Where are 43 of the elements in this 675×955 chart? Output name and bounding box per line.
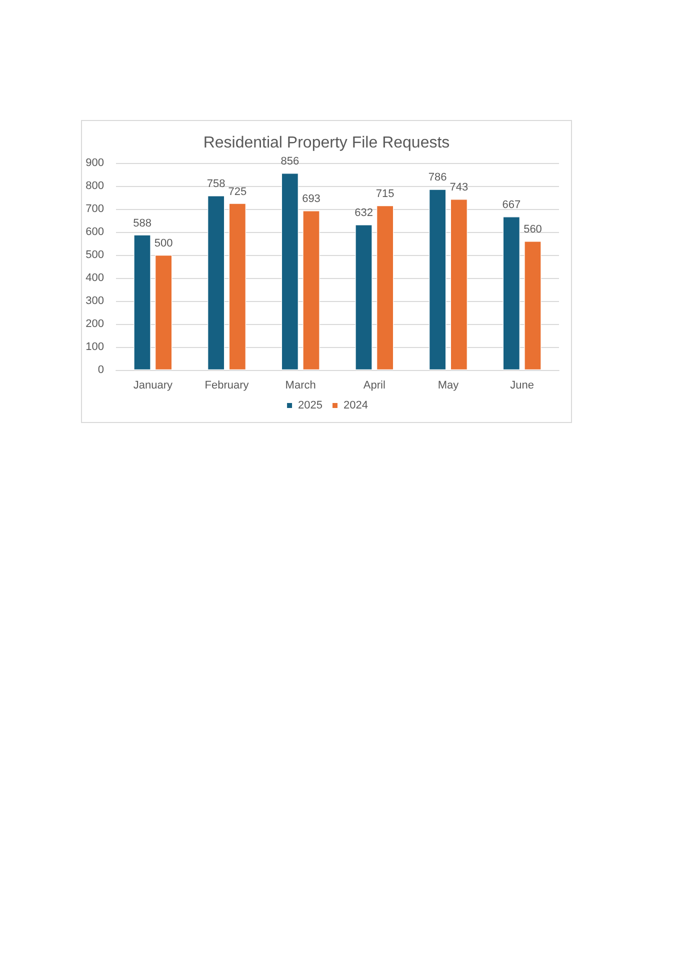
bar [281,173,298,370]
chart-title: Residential Property File Requests [203,134,450,152]
data-label: 715 [376,188,394,200]
x-tick-label: February [204,380,250,392]
bar [429,189,446,370]
data-label: 743 [450,182,468,194]
data-label: 856 [280,156,300,168]
y-tick-label: 0 [98,364,104,376]
bar [376,206,394,370]
y-tick-label: 100 [86,341,104,353]
bar [208,196,225,370]
bar [355,224,372,370]
data-label: 693 [302,193,320,206]
y-tick-label: 600 [86,226,104,238]
bar [134,234,151,370]
bar [450,199,468,370]
x-tick-label: January [133,380,173,392]
legend-label: 2024 [344,400,368,412]
data-label: 500 [154,238,173,250]
y-tick-label: 200 [86,318,104,330]
y-tick-label: 700 [86,203,104,215]
x-tick-label: June [510,380,534,392]
data-label: 560 [524,224,542,236]
data-label: 588 [133,217,152,230]
y-tick-label: 900 [86,157,104,169]
data-label: 758 [206,178,226,190]
y-tick-label: 800 [86,180,104,192]
bar [524,241,542,370]
bar [502,216,520,370]
y-tick-label: 300 [86,295,104,307]
bar [228,203,246,370]
bar [155,255,172,370]
x-tick-label: April [363,380,386,392]
bar [302,210,320,370]
data-label: 667 [502,199,521,212]
y-tick-label: 400 [86,272,104,284]
legend-label: 2025 [298,400,323,412]
data-label: 632 [354,207,373,220]
data-label: 725 [228,186,247,198]
y-tick-label: 500 [86,249,104,261]
data-label: 786 [428,172,447,184]
x-tick-label: May [438,380,460,392]
x-tick-label: March [285,380,316,392]
